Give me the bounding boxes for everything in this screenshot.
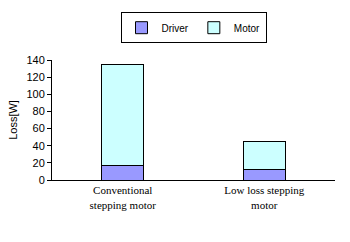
svg-text:40: 40 <box>33 140 45 152</box>
svg-text:0: 0 <box>39 174 45 186</box>
svg-text:Conventionalstepping motor: Conventionalstepping motor <box>90 184 157 210</box>
svg-text:Loss[W]: Loss[W] <box>7 100 19 140</box>
svg-text:Low loss steppingmotor: Low loss steppingmotor <box>224 184 305 210</box>
svg-text:Driver: Driver <box>162 23 189 34</box>
svg-text:Motor: Motor <box>234 23 260 34</box>
svg-text:100: 100 <box>26 88 44 100</box>
svg-text:60: 60 <box>33 122 45 134</box>
svg-text:140: 140 <box>26 54 44 66</box>
svg-text:20: 20 <box>33 157 45 169</box>
svg-text:80: 80 <box>33 105 45 117</box>
svg-text:120: 120 <box>26 71 44 83</box>
